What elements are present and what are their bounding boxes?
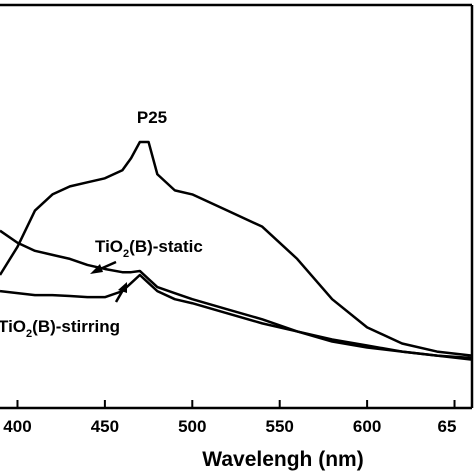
series-line bbox=[0, 229, 473, 360]
annotation: P25 bbox=[137, 108, 167, 127]
annotation: TiO2(B)-static bbox=[95, 237, 203, 260]
x-tick-label: 450 bbox=[91, 417, 119, 436]
series-line bbox=[0, 273, 473, 361]
x-axis-label: Wavelengh (nm) bbox=[202, 448, 363, 471]
x-tick-label: 400 bbox=[3, 417, 31, 436]
x-tick-label: 500 bbox=[178, 417, 206, 436]
x-tick-label: 65 bbox=[438, 417, 457, 436]
x-tick-label: 550 bbox=[266, 417, 294, 436]
series-line bbox=[0, 140, 473, 357]
annotation: TiO2(B)-stirring bbox=[0, 317, 120, 340]
x-tick-label: 600 bbox=[353, 417, 381, 436]
